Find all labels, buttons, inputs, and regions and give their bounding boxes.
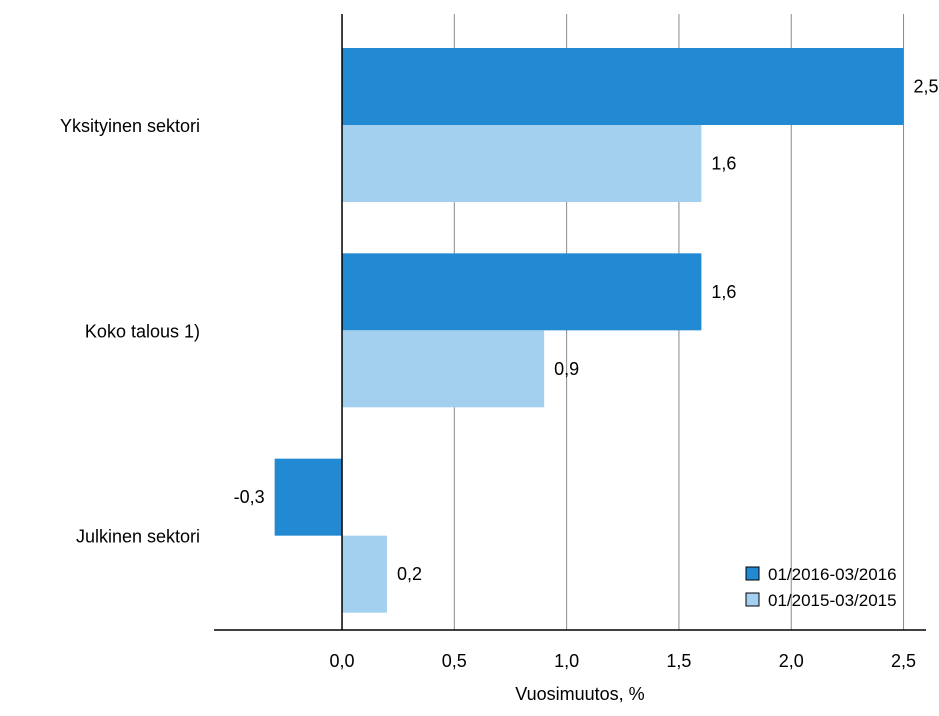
legend-label-2: 01/2015-03/2015 bbox=[768, 591, 897, 610]
category-label: Julkinen sektori bbox=[76, 527, 200, 547]
x-tick-labels: 0,0 0,5 1,0 1,5 2,0 2,5 bbox=[330, 651, 917, 671]
bar-series-1 bbox=[274, 458, 343, 536]
x-tick-label: 2,5 bbox=[891, 651, 916, 671]
legend: 01/2016-03/2016 01/2015-03/2015 bbox=[745, 565, 897, 610]
bar-series-2 bbox=[342, 535, 387, 613]
bar-series-1 bbox=[342, 48, 904, 125]
data-labels: 2,5 1,6 1,6 0,9 -0,3 0,2 bbox=[234, 77, 939, 585]
bar-series-2 bbox=[342, 330, 545, 408]
legend-label-1: 01/2016-03/2016 bbox=[768, 565, 897, 584]
data-label: -0,3 bbox=[234, 487, 265, 507]
x-tick-label: 0,0 bbox=[330, 651, 355, 671]
x-tick-label: 0,5 bbox=[442, 651, 467, 671]
bar-series-1 bbox=[342, 253, 702, 331]
legend-swatch-2 bbox=[745, 592, 760, 607]
x-tick-label: 1,5 bbox=[666, 651, 691, 671]
bar-series-2 bbox=[342, 125, 702, 202]
category-label: Yksityinen sektori bbox=[60, 116, 200, 136]
category-labels: Yksityinen sektori Koko talous 1) Julkinen… bbox=[60, 116, 200, 547]
axes bbox=[214, 14, 926, 631]
legend-swatch-1 bbox=[745, 566, 760, 581]
data-label: 0,9 bbox=[554, 359, 579, 379]
x-tick-label: 2,0 bbox=[779, 651, 804, 671]
category-label: Koko talous 1) bbox=[85, 321, 200, 341]
x-tick-label: 1,0 bbox=[554, 651, 579, 671]
data-label: 0,2 bbox=[397, 564, 422, 584]
x-axis-title: Vuosimuutos, % bbox=[515, 684, 644, 704]
data-label: 1,6 bbox=[711, 282, 736, 302]
data-label: 2,5 bbox=[914, 77, 939, 97]
data-label: 1,6 bbox=[711, 154, 736, 174]
bars bbox=[274, 48, 904, 613]
